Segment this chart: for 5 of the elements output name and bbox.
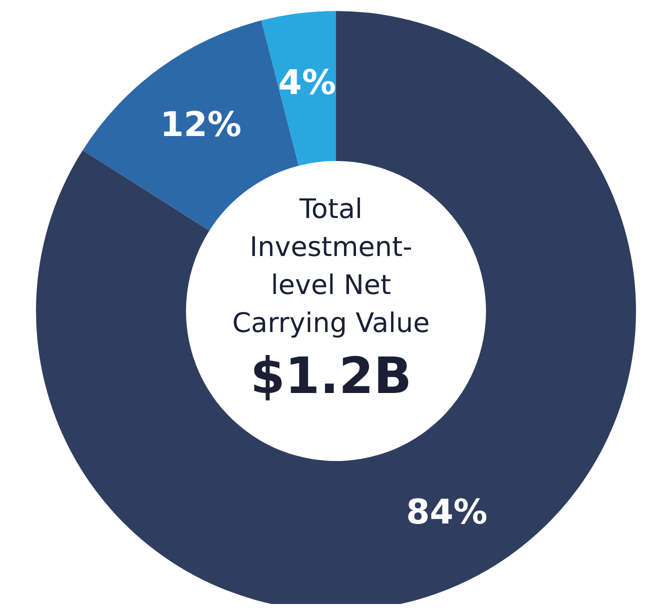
data-label: 84% (406, 492, 488, 533)
text: Total Investment-level Net Carrying Value (231, 193, 431, 341)
data-label: 4% (278, 62, 336, 103)
data-label: 12% (160, 104, 242, 145)
text: $1.2B (249, 347, 413, 405)
